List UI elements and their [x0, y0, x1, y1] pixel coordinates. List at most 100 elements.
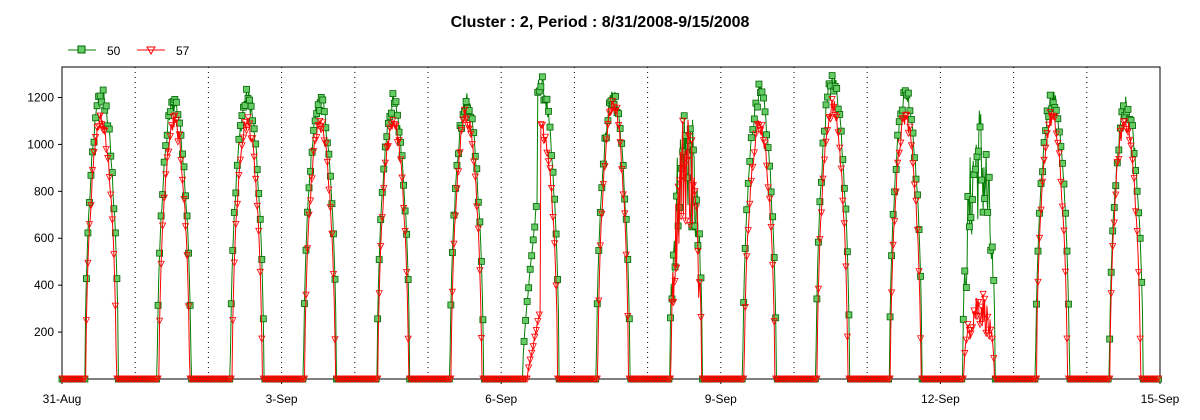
marker-57 — [1054, 139, 1062, 148]
marker-57 — [886, 375, 894, 383]
marker-50 — [247, 102, 255, 110]
marker-57 — [383, 144, 391, 152]
marker-50 — [686, 125, 694, 133]
marker-50 — [769, 213, 777, 221]
y-tick-label: 400 — [34, 278, 54, 292]
marker-50 — [760, 94, 767, 102]
marker-57 — [685, 132, 693, 141]
marker-50 — [302, 246, 310, 254]
marker-50 — [819, 139, 827, 147]
marker-57 — [85, 221, 94, 229]
marker-50 — [320, 108, 328, 115]
marker-57 — [398, 174, 406, 182]
marker-50 — [741, 244, 749, 252]
marker-57 — [695, 279, 704, 287]
marker-57 — [1127, 142, 1135, 151]
marker-57 — [157, 260, 165, 269]
marker-50 — [667, 314, 674, 322]
marker-57 — [971, 312, 980, 320]
marker-57 — [976, 320, 984, 329]
marker-57 — [604, 121, 612, 129]
marker-57 — [1060, 227, 1068, 235]
marker-50 — [972, 165, 979, 173]
marker-57 — [826, 115, 835, 123]
marker-57 — [1037, 206, 1045, 215]
marker-50 — [740, 299, 748, 306]
marker-57 — [822, 138, 830, 147]
marker-57 — [903, 111, 911, 120]
marker-57 — [765, 195, 774, 203]
marker-57 — [245, 120, 254, 128]
marker-57 — [175, 131, 184, 139]
marker-57 — [381, 159, 389, 168]
marker-50 — [237, 122, 244, 129]
marker-57 — [840, 220, 848, 228]
marker-57 — [108, 216, 116, 224]
marker-50 — [908, 115, 915, 123]
marker-50 — [766, 162, 773, 170]
marker-57 — [1055, 150, 1063, 158]
marker-57 — [762, 162, 771, 171]
marker-57 — [384, 143, 392, 151]
marker-50 — [400, 181, 408, 189]
marker-50 — [96, 92, 104, 100]
marker-50 — [113, 275, 121, 283]
marker-57 — [608, 97, 617, 106]
marker-50 — [689, 146, 697, 154]
marker-50 — [310, 126, 318, 134]
marker-57 — [309, 148, 318, 156]
marker-57 — [235, 172, 243, 180]
y-axis: 200 400 600 800 1000 1200 — [27, 90, 62, 339]
marker-57 — [691, 188, 699, 196]
marker-57 — [171, 112, 179, 120]
marker-57 — [93, 124, 101, 132]
marker-57 — [1038, 178, 1047, 187]
x-tick-label: 3-Sep — [266, 392, 298, 406]
marker-57 — [744, 227, 752, 235]
marker-50 — [476, 218, 484, 226]
marker-57 — [535, 311, 543, 319]
marker-50 — [886, 313, 894, 321]
marker-57 — [682, 217, 690, 225]
marker-57 — [974, 299, 983, 307]
marker-57 — [82, 317, 91, 325]
marker-50 — [680, 112, 688, 120]
marker-50 — [1133, 187, 1141, 195]
marker-50 — [377, 216, 385, 223]
marker-57 — [1110, 219, 1118, 227]
marker-50 — [387, 109, 395, 117]
marker-57 — [839, 197, 847, 206]
marker-50 — [837, 127, 845, 135]
marker-57 — [892, 188, 900, 196]
marker-50 — [468, 115, 476, 123]
x-axis: 31-Aug 3-Sep 6-Sep 9-Sep 12-Sep 15-Sep — [43, 379, 1180, 406]
marker-57 — [887, 289, 896, 297]
marker-57 — [473, 203, 481, 211]
marker-50 — [988, 243, 996, 251]
marker-57 — [322, 140, 330, 148]
marker-57 — [614, 122, 623, 130]
marker-57 — [531, 333, 539, 342]
marker-57 — [988, 335, 996, 344]
marker-57 — [618, 166, 626, 174]
marker-57 — [692, 203, 701, 212]
marker-57 — [740, 375, 748, 383]
marker-57 — [901, 112, 909, 120]
marker-57 — [1034, 278, 1042, 287]
marker-57 — [544, 158, 553, 166]
marker-57 — [377, 243, 385, 251]
marker-50 — [554, 276, 562, 283]
marker-57 — [403, 269, 411, 277]
marker-57 — [230, 259, 238, 267]
marker-50 — [523, 298, 531, 305]
marker-50 — [404, 276, 412, 283]
marker-57 — [331, 336, 339, 344]
marker-57 — [622, 251, 630, 260]
marker-50 — [383, 133, 391, 141]
marker-57 — [1049, 112, 1057, 121]
marker-50 — [743, 206, 751, 214]
marker-50 — [447, 301, 455, 309]
marker-57 — [305, 211, 313, 220]
marker-57 — [743, 253, 751, 261]
